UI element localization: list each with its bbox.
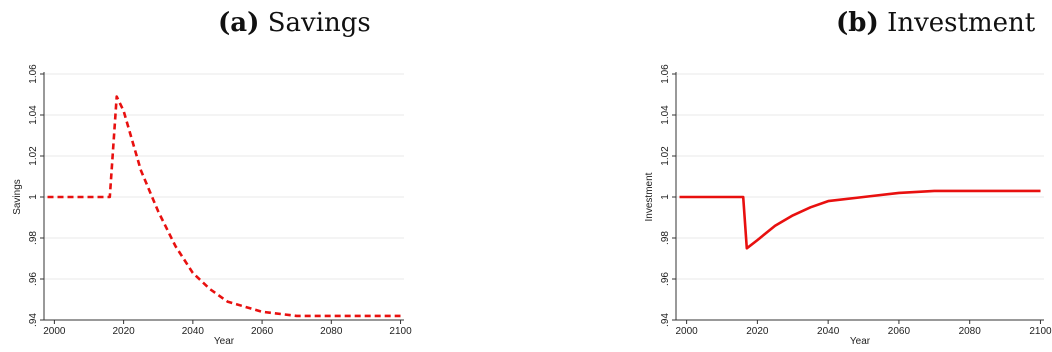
x-tick-label: 2100: [389, 326, 412, 337]
y-tick-label: 1.04: [28, 105, 39, 125]
x-tick-label: 2060: [888, 326, 911, 337]
x-tick-label: 2100: [1029, 326, 1052, 337]
caption-text: Investment: [887, 8, 1036, 38]
series-line: [47, 95, 401, 318]
x-tick-label: 2040: [182, 326, 205, 337]
caption-text: Savings: [267, 8, 371, 38]
panel-savings: (a) Savings .94 .96 .98 1 1.02 1.04 1.06 2000 20…: [0, 0, 420, 352]
y-tick-label: 1.04: [660, 105, 671, 125]
y-tick-label: 1.02: [28, 146, 39, 166]
x-tick-label: 2020: [746, 326, 769, 337]
x-tick-label: 2080: [320, 326, 343, 337]
savings-chart: .94 .96 .98 1 1.02 1.04 1.06 2000 2020 2040 2060 20…: [12, 64, 412, 347]
caption-tag: (b): [836, 8, 879, 38]
y-tick-label: 1.06: [660, 64, 671, 84]
x-tick-label: 2040: [817, 326, 840, 337]
y-axis-title: Investment: [644, 172, 655, 221]
caption-tag: (a): [218, 8, 260, 38]
x-tick-label: 2000: [675, 326, 698, 337]
x-axis-title: Year: [850, 336, 871, 347]
y-axis-title: Savings: [12, 179, 23, 215]
y-tick-label: .94: [660, 313, 671, 327]
x-tick-label: 2080: [959, 326, 982, 337]
y-tick-label: 1: [28, 194, 39, 200]
x-tick-label: 2060: [251, 326, 274, 337]
x-axis-title: Year: [214, 336, 235, 347]
y-tick-label: .96: [28, 272, 39, 286]
y-tick-label: 1.02: [660, 146, 671, 166]
y-tick-label: 1.06: [28, 64, 39, 84]
panel-investment: (b) Investment .94 .96 .98 1 1.02 1.04 1.06 200…: [620, 0, 1052, 352]
caption-investment: (b) Investment: [836, 8, 1035, 38]
caption-savings: (a) Savings: [218, 8, 371, 38]
series-line: [679, 189, 1041, 250]
y-tick-label: .96: [660, 272, 671, 286]
investment-chart: .94 .96 .98 1 1.02 1.04 1.06 2000 2020 2040 2060 20…: [644, 64, 1052, 347]
y-tick-label: .98: [28, 231, 39, 245]
x-tick-label: 2000: [43, 326, 66, 337]
y-tick-label: .94: [28, 313, 39, 327]
y-tick-label: .98: [660, 231, 671, 245]
y-tick-label: 1: [660, 194, 671, 200]
x-tick-label: 2020: [112, 326, 135, 337]
